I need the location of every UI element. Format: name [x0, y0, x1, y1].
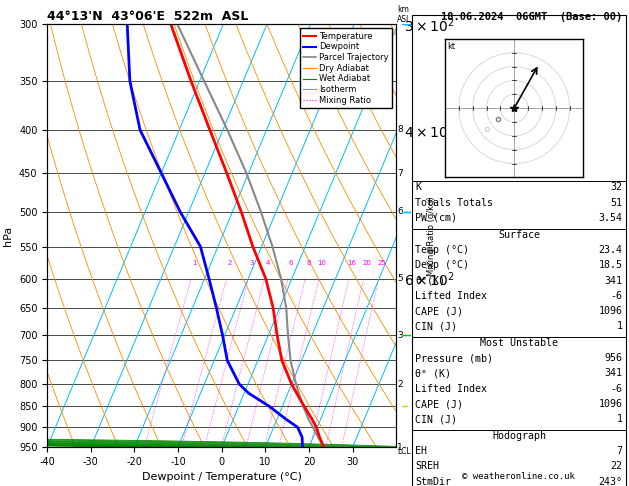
- X-axis label: Dewpoint / Temperature (°C): Dewpoint / Temperature (°C): [142, 472, 302, 483]
- Text: 956: 956: [604, 353, 623, 363]
- Text: 32: 32: [611, 182, 623, 192]
- Text: Pressure (mb): Pressure (mb): [415, 353, 493, 363]
- Text: 25: 25: [377, 260, 386, 266]
- Text: 23.4: 23.4: [599, 245, 623, 255]
- Y-axis label: hPa: hPa: [3, 226, 13, 246]
- Text: 8: 8: [306, 260, 311, 266]
- Text: LCL: LCL: [397, 447, 411, 456]
- Text: CIN (J): CIN (J): [415, 414, 457, 424]
- Text: 1: 1: [397, 443, 403, 451]
- Text: CAPE (J): CAPE (J): [415, 399, 463, 409]
- Text: 22: 22: [611, 461, 623, 471]
- Text: 10: 10: [318, 260, 326, 266]
- Text: 2: 2: [397, 380, 403, 389]
- Text: CAPE (J): CAPE (J): [415, 306, 463, 316]
- Text: 1: 1: [616, 322, 623, 331]
- Text: 2: 2: [228, 260, 232, 266]
- Text: Lifted Index: Lifted Index: [415, 384, 487, 394]
- Text: 243°: 243°: [599, 476, 623, 486]
- Text: 4: 4: [265, 260, 270, 266]
- Text: K: K: [415, 182, 421, 192]
- Text: 51: 51: [611, 197, 623, 208]
- Text: Dewp (°C): Dewp (°C): [415, 260, 469, 270]
- Text: Lifted Index: Lifted Index: [415, 291, 487, 301]
- Text: θᵉ (K): θᵉ (K): [415, 368, 451, 379]
- Text: Totals Totals: Totals Totals: [415, 197, 493, 208]
- Text: 1: 1: [616, 414, 623, 424]
- Text: 5: 5: [397, 274, 403, 283]
- Text: 6: 6: [289, 260, 294, 266]
- Text: -6: -6: [611, 384, 623, 394]
- Text: StmDir: StmDir: [415, 476, 451, 486]
- Text: Mixing Ratio (g/kg): Mixing Ratio (g/kg): [426, 196, 436, 276]
- Text: 341: 341: [604, 276, 623, 286]
- Text: Most Unstable: Most Unstable: [480, 338, 558, 348]
- Text: kt: kt: [448, 42, 456, 51]
- Text: EH: EH: [415, 446, 427, 456]
- Text: 44°13'N  43°06'E  522m  ASL: 44°13'N 43°06'E 522m ASL: [47, 10, 248, 23]
- Text: 1096: 1096: [599, 306, 623, 316]
- Text: 8: 8: [397, 125, 403, 134]
- Text: 1: 1: [192, 260, 197, 266]
- Text: Temp (°C): Temp (°C): [415, 245, 469, 255]
- Text: 7: 7: [397, 169, 403, 177]
- Text: © weatheronline.co.uk: © weatheronline.co.uk: [462, 472, 576, 481]
- Text: PW (cm): PW (cm): [415, 213, 457, 223]
- Text: 6: 6: [397, 207, 403, 216]
- Text: θᵉ(K): θᵉ(K): [415, 276, 445, 286]
- Legend: Temperature, Dewpoint, Parcel Trajectory, Dry Adiabat, Wet Adiabat, Isotherm, Mi: Temperature, Dewpoint, Parcel Trajectory…: [300, 29, 392, 108]
- Text: Surface: Surface: [498, 230, 540, 240]
- Text: 16: 16: [347, 260, 357, 266]
- Text: 1096: 1096: [599, 399, 623, 409]
- Text: 18.06.2024  06GMT  (Base: 00): 18.06.2024 06GMT (Base: 00): [441, 12, 622, 22]
- Text: 7: 7: [616, 446, 623, 456]
- Text: Hodograph: Hodograph: [492, 431, 546, 441]
- Text: 3: 3: [250, 260, 254, 266]
- Text: 3.54: 3.54: [599, 213, 623, 223]
- Text: 20: 20: [362, 260, 371, 266]
- Text: km
ASL: km ASL: [397, 5, 411, 24]
- Text: CIN (J): CIN (J): [415, 322, 457, 331]
- Text: 3: 3: [397, 330, 403, 340]
- Text: SREH: SREH: [415, 461, 439, 471]
- Text: -6: -6: [611, 291, 623, 301]
- Text: 341: 341: [604, 368, 623, 379]
- Text: 18.5: 18.5: [599, 260, 623, 270]
